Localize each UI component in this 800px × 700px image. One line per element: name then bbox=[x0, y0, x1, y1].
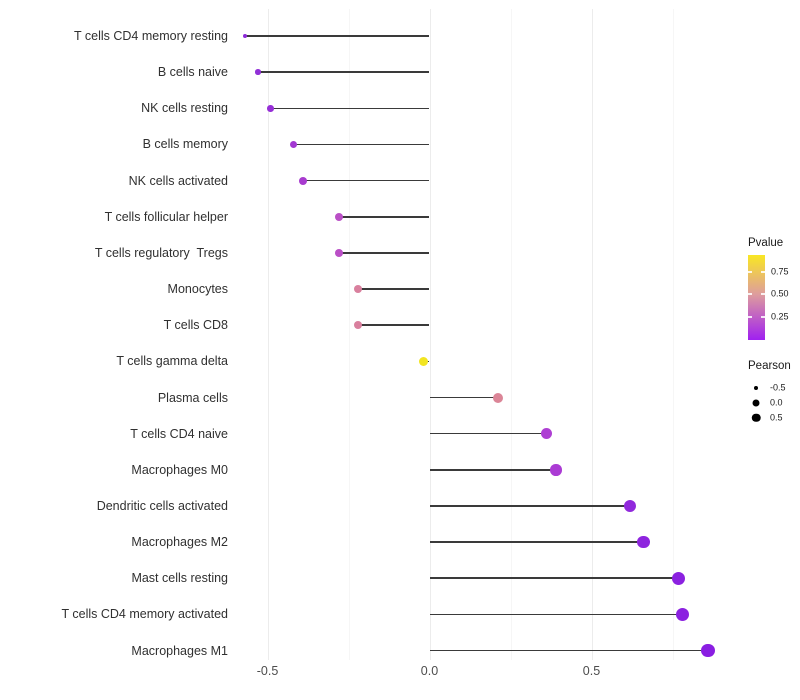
y-axis-label: T cells follicular helper bbox=[104, 209, 228, 224]
y-axis-label: Monocytes bbox=[167, 282, 228, 297]
lollipop-point bbox=[242, 33, 248, 39]
x-axis-tick-label: 0.0 bbox=[420, 664, 439, 678]
lollipop-point bbox=[289, 140, 298, 149]
lollipop-point bbox=[299, 176, 308, 185]
gridline-major bbox=[429, 9, 431, 660]
y-axis-label: NK cells resting bbox=[141, 101, 228, 116]
pvalue-tick-label: 0.75 bbox=[771, 266, 789, 277]
lollipop-stem bbox=[429, 613, 683, 616]
gridline-major bbox=[591, 9, 593, 660]
pvalue-tick-label: 0.25 bbox=[771, 311, 789, 322]
lollipop-stem bbox=[244, 35, 430, 37]
lollipop-point bbox=[637, 535, 650, 549]
x-axis-tick-label: -0.5 bbox=[256, 664, 279, 678]
pearson-size-label: 0.5 bbox=[770, 412, 783, 422]
lollipop-point bbox=[550, 464, 562, 476]
pearson-legend-title: Pearson bbox=[748, 360, 791, 372]
pearson-size-label: 0.0 bbox=[770, 397, 783, 407]
lollipop-stem bbox=[293, 143, 430, 146]
pearson-size-dot bbox=[752, 399, 760, 406]
y-axis-label: T cells gamma delta bbox=[116, 354, 228, 369]
lollipop-stem bbox=[338, 215, 430, 218]
y-axis-label: B cells naive bbox=[157, 65, 228, 80]
lollipop-stem bbox=[358, 288, 430, 290]
y-axis-label: T cells regulatory Tregs bbox=[94, 245, 228, 260]
y-axis-label: T cells CD4 naive bbox=[130, 426, 228, 441]
lollipop-stem bbox=[429, 469, 556, 471]
lollipop-stem bbox=[303, 179, 430, 182]
pearson-size-dot bbox=[751, 413, 761, 422]
y-axis-label: NK cells activated bbox=[128, 173, 228, 188]
pvalue-colorbar bbox=[748, 255, 765, 340]
lollipop-point bbox=[675, 607, 689, 621]
colorbar-tick bbox=[761, 293, 765, 295]
lollipop-stem bbox=[358, 324, 430, 326]
lollipop-point bbox=[353, 320, 363, 330]
lollipop-point bbox=[701, 643, 715, 658]
pearson-size-label: -0.5 bbox=[770, 382, 786, 392]
gridline-major bbox=[267, 9, 269, 660]
lollipop-stem bbox=[429, 505, 631, 507]
colorbar-tick bbox=[748, 316, 752, 318]
lollipop-stem bbox=[429, 396, 498, 399]
lollipop-point bbox=[334, 248, 344, 258]
lollipop-point bbox=[353, 284, 363, 294]
lollipop-point bbox=[267, 105, 274, 112]
pvalue-tick-label: 0.50 bbox=[771, 288, 789, 299]
lollipop-stem bbox=[270, 107, 430, 110]
pearson-size-dot bbox=[754, 385, 758, 390]
lollipop-point bbox=[334, 212, 344, 221]
lollipop-point bbox=[492, 392, 503, 403]
gridline-minor bbox=[510, 9, 512, 660]
gridline-minor bbox=[672, 9, 674, 660]
y-axis-label: Mast cells resting bbox=[131, 571, 228, 586]
plot-panel bbox=[233, 9, 719, 660]
colorbar-tick bbox=[761, 316, 765, 318]
y-axis-label: T cells CD4 memory activated bbox=[61, 607, 229, 622]
lollipop-point bbox=[418, 356, 428, 366]
y-axis-label: Dendritic cells activated bbox=[96, 498, 228, 513]
lollipop-point bbox=[540, 428, 552, 440]
y-axis-label: Macrophages M0 bbox=[131, 462, 228, 477]
x-axis-tick-label: 0.5 bbox=[582, 664, 601, 678]
y-axis-label: T cells CD4 memory resting bbox=[74, 29, 228, 43]
lollipop-point bbox=[624, 499, 637, 512]
colorbar-tick bbox=[748, 293, 752, 295]
lollipop-stem bbox=[429, 649, 709, 652]
y-axis-label: Macrophages M2 bbox=[131, 535, 228, 550]
lollipop-stem bbox=[338, 252, 430, 254]
colorbar-tick bbox=[761, 271, 765, 273]
y-axis-label: T cells CD8 bbox=[163, 318, 228, 333]
lollipop-stem bbox=[257, 71, 430, 73]
pvalue-legend-title: Pvalue bbox=[748, 237, 784, 249]
lollipop-stem bbox=[429, 541, 644, 543]
lollipop-point bbox=[672, 571, 686, 585]
colorbar-tick bbox=[748, 271, 752, 273]
lollipop-stem bbox=[429, 432, 547, 435]
y-axis-label: Plasma cells bbox=[157, 390, 228, 405]
y-axis-label: Macrophages M1 bbox=[131, 643, 228, 658]
gridline-minor bbox=[348, 9, 350, 660]
y-axis-label: B cells memory bbox=[142, 137, 228, 152]
lollipop-stem bbox=[429, 577, 679, 580]
lollipop-point bbox=[255, 69, 261, 75]
